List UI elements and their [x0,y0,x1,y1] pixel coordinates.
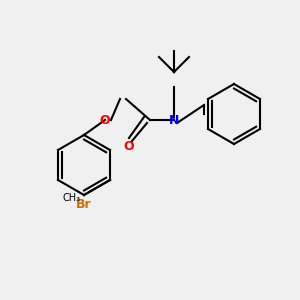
Text: CH₃: CH₃ [63,193,81,203]
Text: N: N [169,113,179,127]
Text: Br: Br [76,197,92,211]
Text: O: O [124,140,134,154]
Text: O: O [100,113,110,127]
